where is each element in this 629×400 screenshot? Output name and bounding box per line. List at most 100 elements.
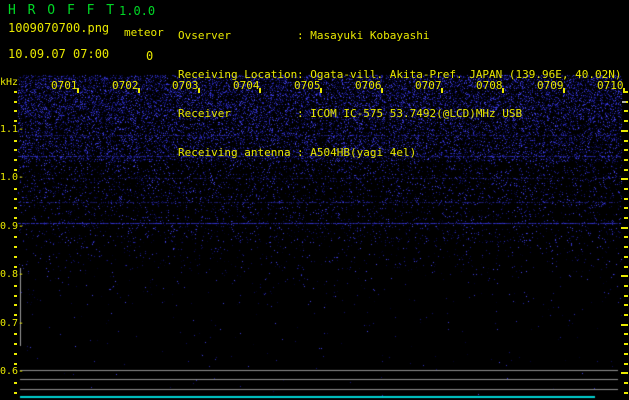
freq-axis-unit: kHz <box>0 77 19 88</box>
info-value: ICOM IC-575 53.7492(@LCD)MHz USB <box>310 107 523 120</box>
freq-minor-tick-right <box>624 353 628 355</box>
freq-minor-tick-right <box>624 110 628 112</box>
freq-minor-tick <box>14 363 17 365</box>
freq-minor-tick <box>14 159 17 161</box>
info-label: Ovserver <box>178 29 231 42</box>
time-tick-label: 0703 <box>172 79 199 92</box>
time-tick <box>502 88 504 93</box>
freq-minor-tick-right <box>624 140 628 142</box>
freq-minor-tick-right <box>624 363 628 365</box>
time-tick <box>77 88 79 93</box>
freq-minor-tick-right <box>624 159 628 161</box>
freq-minor-tick-right <box>624 256 628 258</box>
freq-minor-tick-right <box>624 333 628 335</box>
time-tick-label: 0707 <box>415 79 442 92</box>
freq-minor-tick <box>14 120 17 122</box>
info-colon: : <box>297 146 311 159</box>
freq-minor-tick-right <box>624 188 628 190</box>
info-label: Receiving antenna <box>178 146 291 159</box>
freq-minor-tick-right <box>624 392 628 394</box>
freq-tick-label: 0.6- <box>0 366 25 377</box>
time-tick <box>259 88 261 93</box>
info-row-location: Receiving Location: Ogata-vill. Akita-Pr… <box>178 68 622 81</box>
info-value: Ogata-vill. Akita-Pref. JAPAN (139.96E, … <box>310 68 622 81</box>
info-colon: : <box>297 68 311 81</box>
app-title: H R O F F T <box>8 3 117 18</box>
freq-minor-tick <box>14 236 17 238</box>
freq-minor-tick-right <box>624 285 628 287</box>
station-info-block: Ovserver: Masayuki Kobayashi Receiving L… <box>178 3 622 185</box>
freq-minor-tick <box>14 207 17 209</box>
app-version: 1.0.0 <box>119 4 156 18</box>
info-value: Masayuki Kobayashi <box>310 29 430 42</box>
freq-minor-tick-right <box>624 101 628 103</box>
freq-minor-tick <box>14 295 17 297</box>
time-tick <box>441 88 443 93</box>
time-tick-label: 0710 <box>597 79 624 92</box>
time-tick-label: 0701 <box>51 79 78 92</box>
time-tick <box>381 88 383 93</box>
info-label: Receiving Location <box>178 68 298 81</box>
freq-minor-tick-right <box>624 295 628 297</box>
info-row-observer: Ovserver: Masayuki Kobayashi <box>178 29 622 42</box>
freq-major-tick-right <box>621 178 628 180</box>
freq-minor-tick <box>14 304 17 306</box>
freq-minor-tick <box>14 353 17 355</box>
freq-tick-label: 1.0- <box>0 172 25 183</box>
freq-minor-tick <box>14 188 17 190</box>
freq-minor-tick-right <box>624 198 628 200</box>
time-tick <box>320 88 322 93</box>
freq-tick-label: 0.9- <box>0 221 25 232</box>
freq-minor-tick <box>14 314 17 316</box>
output-filename: 1009070700.png <box>8 21 110 35</box>
time-tick <box>623 88 625 93</box>
freq-minor-tick-right <box>624 314 628 316</box>
corner-tick <box>622 101 626 103</box>
info-colon: : <box>297 29 311 42</box>
freq-major-tick-right <box>621 275 628 277</box>
freq-minor-tick <box>14 169 17 171</box>
freq-major-tick-right <box>621 324 628 326</box>
observation-datetime: 10.09.07 07:00 <box>8 47 110 61</box>
freq-minor-tick <box>14 140 17 142</box>
freq-minor-tick <box>14 198 17 200</box>
time-tick-label: 0702 <box>112 79 139 92</box>
time-tick <box>198 88 200 93</box>
info-colon: : <box>297 107 311 120</box>
freq-minor-tick-right <box>624 207 628 209</box>
freq-minor-tick <box>14 343 17 345</box>
mode-label: meteor <box>124 26 164 39</box>
time-tick-label: 0709 <box>537 79 564 92</box>
freq-major-tick-right <box>621 227 628 229</box>
freq-minor-tick-right <box>624 120 628 122</box>
freq-minor-tick-right <box>624 169 628 171</box>
freq-minor-tick <box>14 256 17 258</box>
time-tick-label: 0708 <box>476 79 503 92</box>
freq-minor-tick <box>14 217 17 219</box>
freq-minor-tick <box>14 246 17 248</box>
freq-tick-label: 0.8- <box>0 269 25 280</box>
time-tick <box>563 88 565 93</box>
freq-minor-tick <box>14 382 17 384</box>
time-tick <box>138 88 140 93</box>
freq-minor-tick <box>14 392 17 394</box>
freq-minor-tick-right <box>624 91 628 93</box>
meteor-count: 0 <box>146 49 154 63</box>
freq-minor-tick-right <box>624 236 628 238</box>
freq-minor-tick-right <box>624 246 628 248</box>
freq-minor-tick <box>14 333 17 335</box>
info-value: A504HB(yagi 4el) <box>310 146 417 159</box>
freq-minor-tick <box>14 110 17 112</box>
time-tick-label: 0705 <box>294 79 321 92</box>
freq-minor-tick-right <box>624 217 628 219</box>
freq-minor-tick-right <box>624 343 628 345</box>
info-row-receiver: Receiver: ICOM IC-575 53.7492(@LCD)MHz U… <box>178 107 622 120</box>
freq-tick-label: 1.1- <box>0 124 25 135</box>
freq-minor-tick <box>14 91 17 93</box>
info-row-antenna: Receiving antenna: A504HB(yagi 4el) <box>178 146 622 159</box>
freq-minor-tick <box>14 285 17 287</box>
time-tick-label: 0704 <box>233 79 260 92</box>
freq-minor-tick-right <box>624 382 628 384</box>
